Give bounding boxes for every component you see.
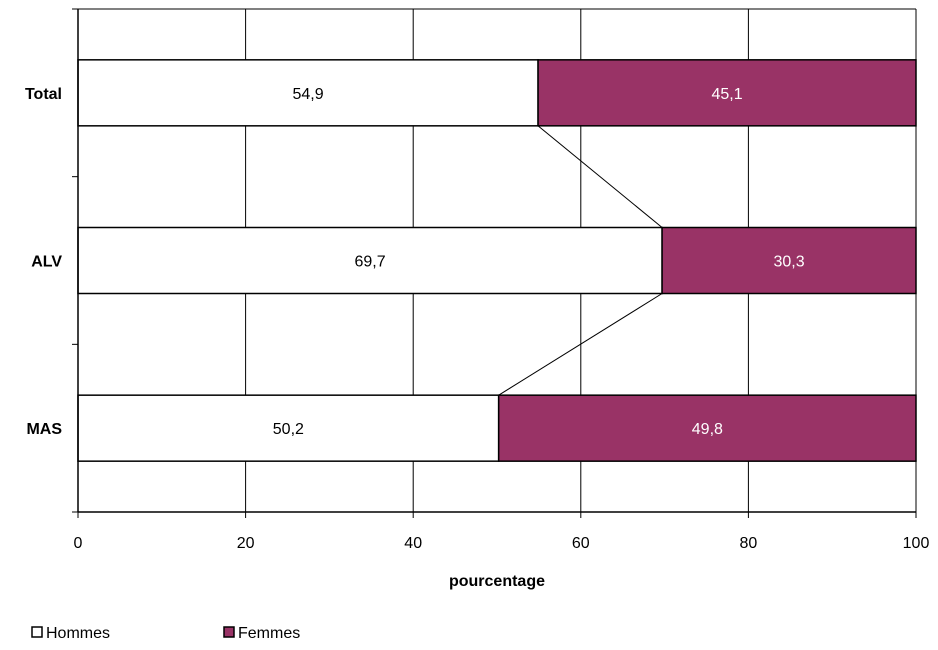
legend-swatch-hommes (31, 626, 43, 638)
x-tick-label-1: 20 (237, 535, 255, 552)
category-label-alv: ALV (31, 254, 62, 271)
data-label-hommes-mas: 50,2 (273, 421, 304, 438)
x-tick-label-0: 0 (74, 535, 83, 552)
x-tick-label-4: 80 (740, 535, 758, 552)
series-line-0 (537, 125, 663, 228)
labels: 54,9 45,1 69,7 30,3 50,2 49,8 0 20 40 60 80 100 Tota… (25, 86, 929, 590)
data-label-hommes-alv: 69,7 (354, 254, 385, 271)
data-label-femmes-alv: 30,3 (773, 254, 804, 271)
x-tick-label-5: 100 (903, 535, 930, 552)
bar-hommes-total (77, 59, 539, 127)
series-line-1 (498, 293, 663, 396)
category-label-mas: MAS (26, 421, 62, 438)
category-label-total: Total (25, 86, 62, 103)
series-lines (498, 125, 663, 396)
legend: Hommes Femmes (31, 625, 300, 642)
axes (72, 8, 917, 518)
x-tick-label-3: 60 (572, 535, 590, 552)
data-label-femmes-mas: 49,8 (692, 421, 723, 438)
legend-label-femmes: Femmes (238, 625, 300, 642)
data-label-hommes-total: 54,9 (292, 86, 323, 103)
bar-femmes-total (537, 59, 917, 127)
bar-femmes-mas (497, 394, 917, 462)
data-label-femmes-total: 45,1 (711, 86, 742, 103)
bar-hommes-mas (77, 394, 500, 462)
x-axis-title: pourcentage (449, 573, 545, 590)
x-tick-label-2: 40 (404, 535, 422, 552)
bar-femmes-alv (661, 226, 917, 295)
legend-swatch-femmes (223, 626, 235, 638)
legend-label-hommes: Hommes (46, 625, 110, 642)
